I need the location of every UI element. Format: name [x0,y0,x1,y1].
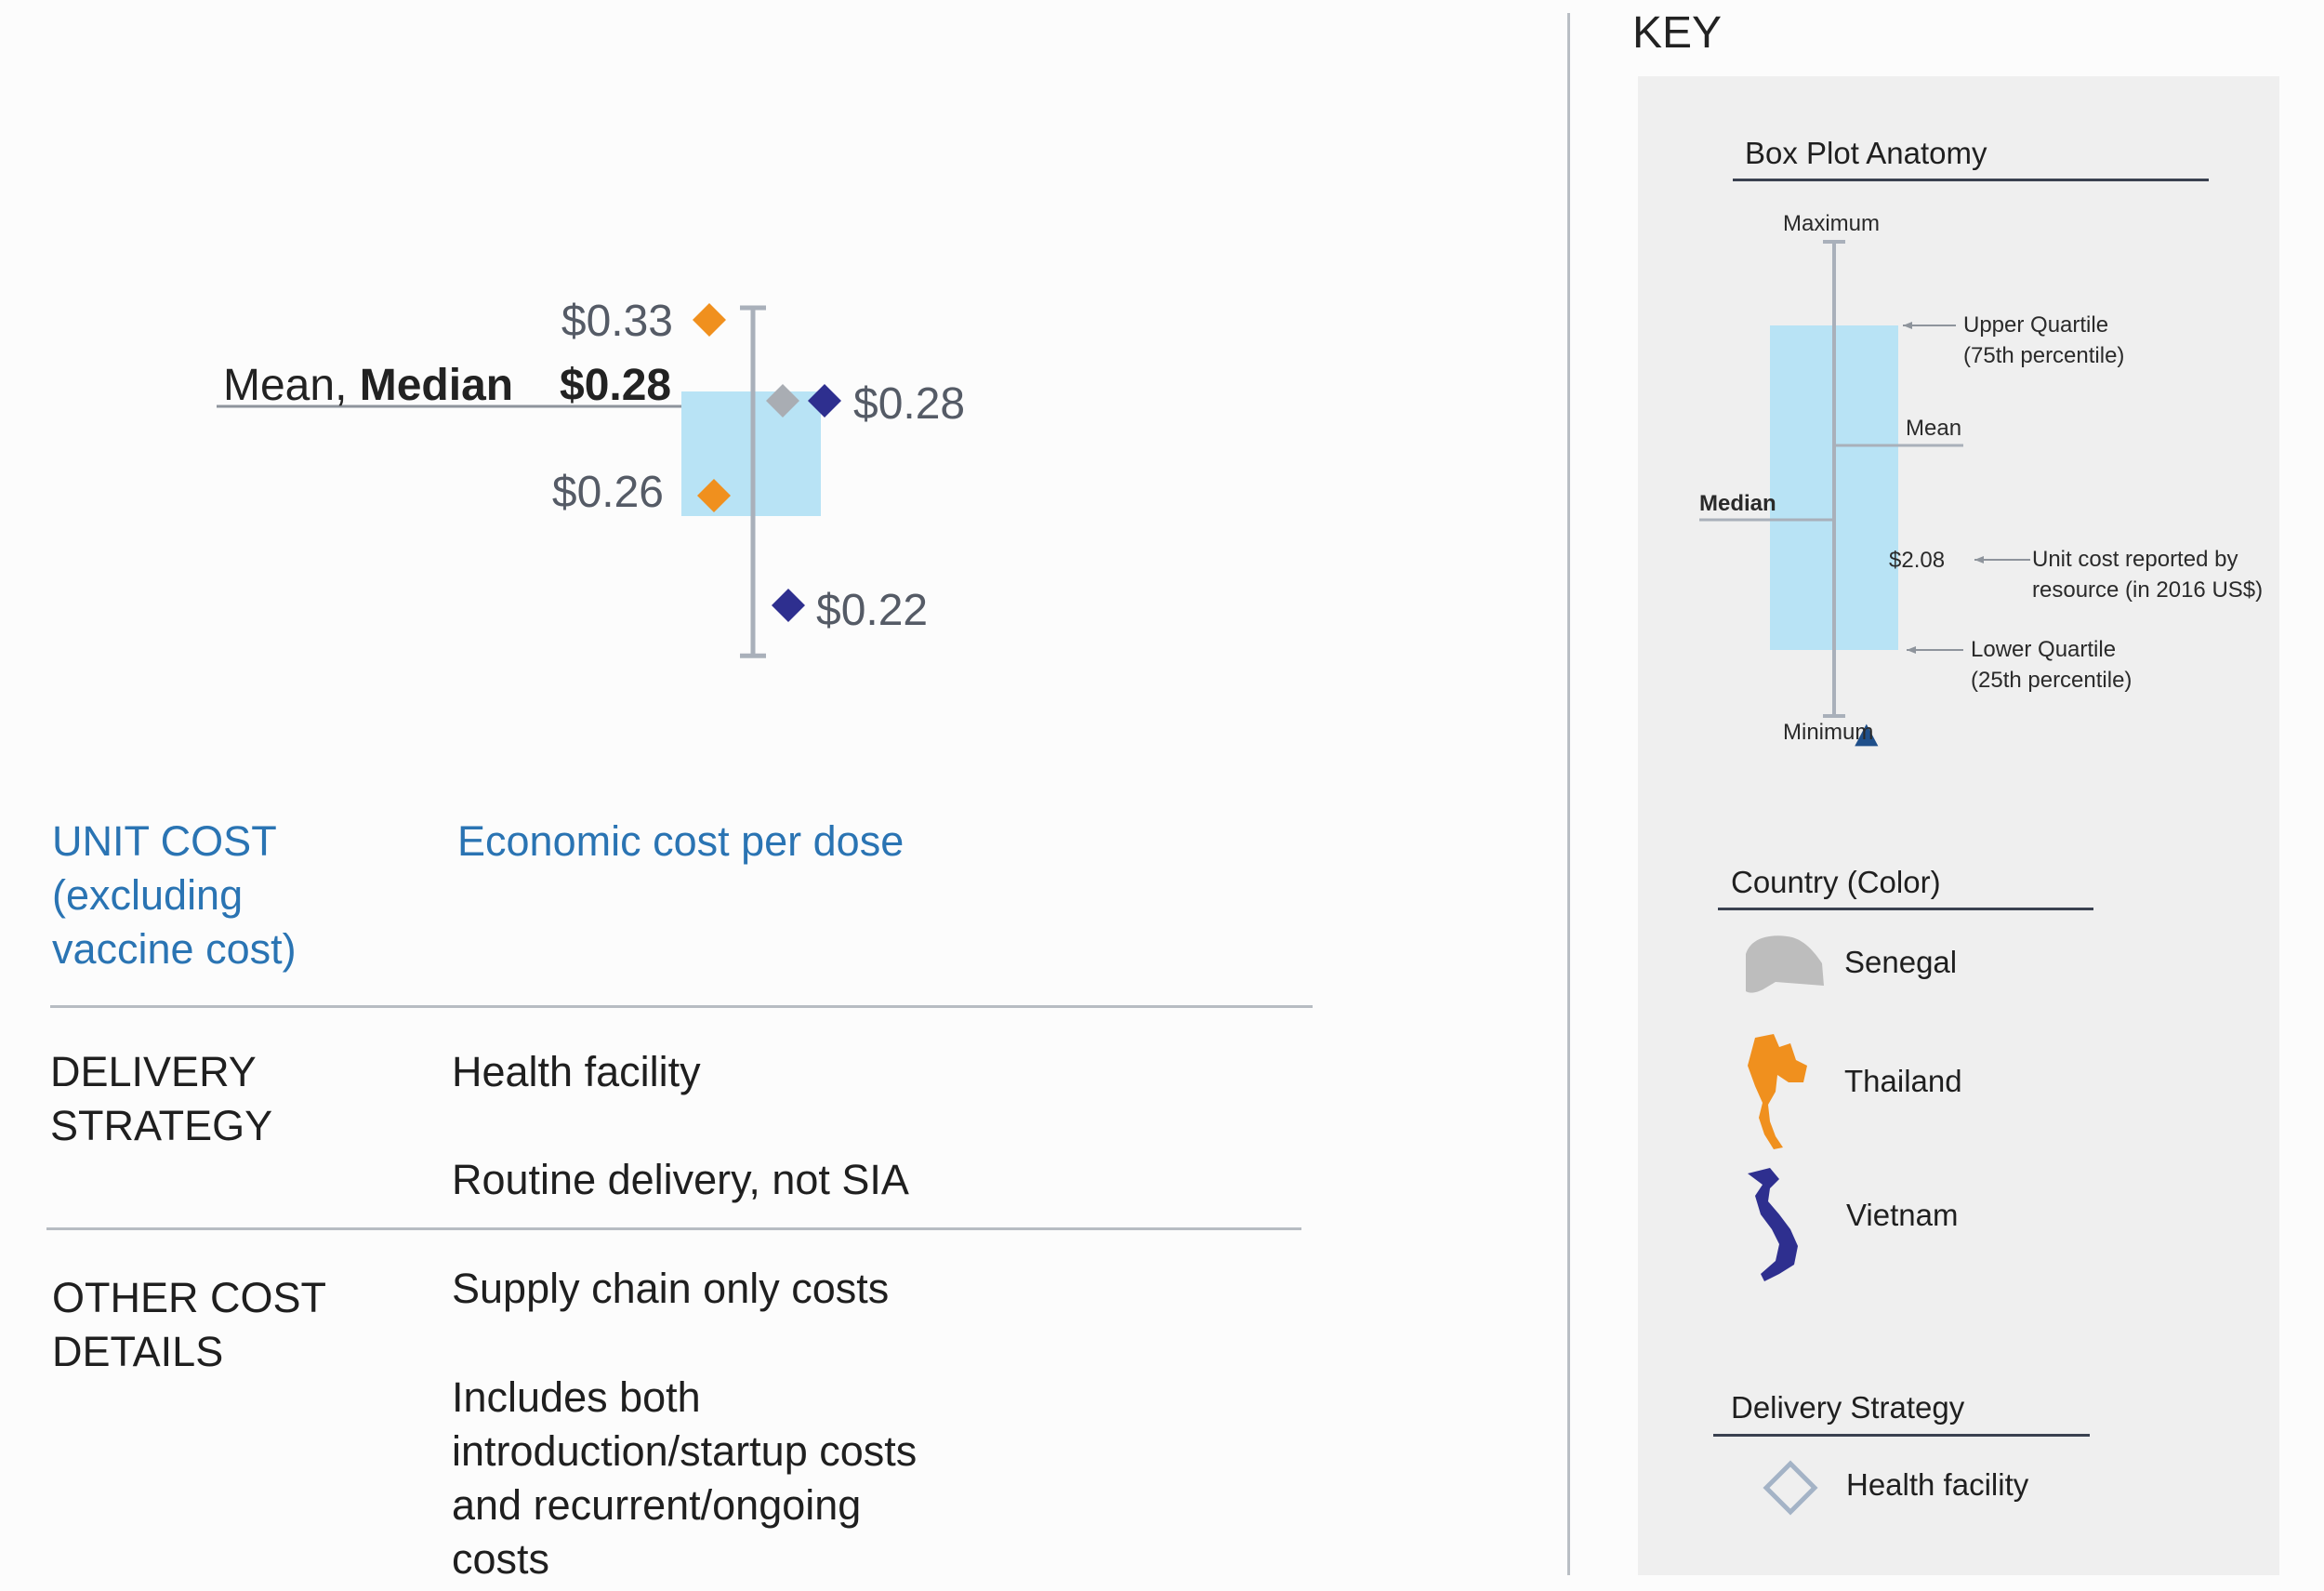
arrowhead-icon [1974,556,1984,563]
legend-thailand: Thailand [1844,1064,1962,1098]
point-label: $0.33 [561,297,673,346]
point-label: $0.26 [552,468,664,517]
divider-1 [50,1005,1313,1008]
unit-cost-label: UNIT COST (excluding vaccine cost) [52,817,297,973]
country-title: Country (Color) [1731,865,1941,899]
country-title-rule [1718,908,2093,910]
other-value-2: Includes both introduction/startup costs… [452,1373,918,1583]
other-value-1: Supply chain only costs [452,1265,890,1312]
delivery-strategy-rule [1713,1434,2090,1437]
unit-cost-value: Economic cost per dose [457,817,905,865]
vietnam-map-icon [1748,1168,1798,1281]
anatomy-maximum: Maximum [1783,211,1881,236]
key-title: KEY [1632,8,1723,58]
triangle-icon [1855,723,1879,747]
legend-health-facility: Health facility [1846,1467,2029,1502]
delivery-value-1: Health facility [452,1048,701,1095]
arrowhead-icon [1907,646,1916,654]
anatomy-title-rule [1733,179,2209,181]
point-thailand [693,303,726,337]
delivery-strategy-label: DELIVERY STRATEGY [50,1048,273,1149]
arrowhead-icon [1903,322,1912,329]
anatomy-mean: Mean [1906,416,1962,441]
anatomy-median: Median [1699,491,1776,516]
anatomy-upper-quartile: Upper Quartile (75th percentile) [1963,312,2125,368]
anatomy-minimum: Minimum [1783,720,1874,745]
key-panel [1638,76,2279,1575]
mean-median-value: $0.28 [560,361,671,410]
box-plot: $0.33 $0.28 $0.26 $0.22 Mean, Median $0.28 [217,297,965,658]
point-vietnam [808,384,841,418]
legend-senegal: Senegal [1844,945,1958,979]
vertical-divider [1567,13,1570,1575]
point-label: $0.22 [816,586,928,635]
anatomy-unit-cost: Unit cost reported by resource (in 2016 … [2032,547,2264,603]
point-thailand [697,479,731,512]
point-senegal [766,384,799,418]
diamond-outline-icon [1763,1460,1818,1516]
point-label: $0.28 [853,379,965,429]
point-vietnam [772,589,805,622]
thailand-map-icon [1748,1034,1807,1149]
legend-vietnam: Vietnam [1846,1198,1959,1232]
anatomy-title: Box Plot Anatomy [1745,136,1987,170]
anatomy-diagram [1699,240,2030,747]
other-cost-label: OTHER COST DETAILS [52,1274,327,1375]
divider-2 [46,1227,1301,1230]
anatomy-example-value: $2.08 [1889,548,1946,573]
senegal-map-icon [1746,935,1824,993]
delivery-strategy-title: Delivery Strategy [1731,1390,1965,1425]
mean-median-label: Mean, Median [223,361,513,410]
delivery-value-2: Routine delivery, not SIA [452,1156,909,1203]
anatomy-lower-quartile: Lower Quartile (25th percentile) [1971,637,2133,693]
